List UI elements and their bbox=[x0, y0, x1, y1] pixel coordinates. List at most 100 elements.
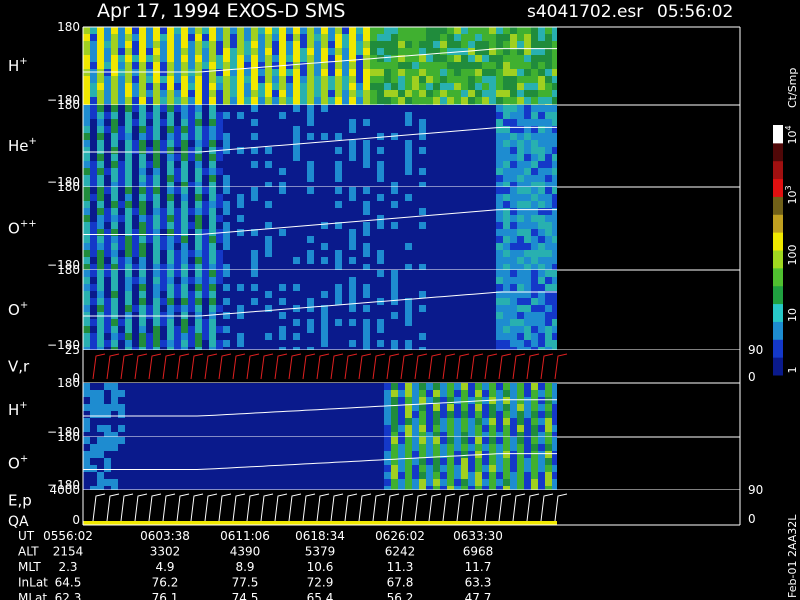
pixel bbox=[524, 222, 531, 229]
pixel bbox=[293, 425, 300, 432]
pixel bbox=[342, 270, 349, 277]
pixel bbox=[223, 97, 230, 104]
pixel bbox=[468, 215, 475, 222]
pixel bbox=[83, 119, 90, 126]
pixel bbox=[307, 76, 314, 83]
pixel bbox=[195, 147, 202, 154]
pixel bbox=[328, 479, 335, 486]
pixel bbox=[132, 201, 139, 208]
pixel bbox=[244, 48, 251, 55]
pixel bbox=[244, 347, 251, 350]
pixel bbox=[146, 404, 153, 411]
pixel bbox=[517, 486, 524, 490]
pixel bbox=[419, 284, 426, 291]
pixel bbox=[510, 472, 517, 479]
pixel bbox=[482, 112, 489, 119]
pixel bbox=[419, 147, 426, 154]
pixel bbox=[237, 236, 244, 243]
pixel bbox=[412, 264, 419, 270]
pixel bbox=[496, 319, 503, 326]
pixel bbox=[111, 147, 118, 154]
pixel bbox=[167, 472, 174, 479]
pixel bbox=[335, 451, 342, 458]
pixel bbox=[223, 305, 230, 312]
pixel bbox=[174, 175, 181, 182]
pixel bbox=[531, 425, 538, 432]
pixel bbox=[181, 236, 188, 243]
pixel bbox=[545, 175, 552, 182]
color-label: 100 bbox=[786, 245, 799, 266]
pixel bbox=[524, 97, 531, 104]
pixel bbox=[370, 201, 377, 208]
pixel bbox=[167, 48, 174, 55]
pixel bbox=[461, 90, 468, 97]
pixel bbox=[153, 451, 160, 458]
pixel bbox=[552, 140, 557, 147]
pixel bbox=[405, 126, 412, 133]
pixel bbox=[237, 41, 244, 48]
pixel bbox=[391, 187, 398, 194]
pixel bbox=[468, 465, 475, 472]
pixel bbox=[209, 404, 216, 411]
pixel bbox=[391, 472, 398, 479]
pixel bbox=[111, 404, 118, 411]
pixel bbox=[265, 222, 272, 229]
pixel bbox=[524, 298, 531, 305]
pixel bbox=[139, 229, 146, 236]
pixel bbox=[153, 444, 160, 451]
pixel bbox=[272, 194, 279, 201]
pixel bbox=[230, 347, 237, 350]
pixel bbox=[90, 390, 97, 397]
pixel bbox=[118, 236, 125, 243]
pixel bbox=[90, 201, 97, 208]
pixel bbox=[167, 76, 174, 83]
pixel bbox=[160, 62, 167, 69]
pixel bbox=[412, 319, 419, 326]
pixel bbox=[468, 458, 475, 465]
pixel bbox=[279, 175, 286, 182]
pixel bbox=[468, 444, 475, 451]
pixel bbox=[97, 194, 104, 201]
pixel bbox=[258, 451, 265, 458]
pixel bbox=[517, 147, 524, 154]
pixel bbox=[104, 140, 111, 147]
pixel bbox=[335, 112, 342, 119]
pixel bbox=[195, 119, 202, 126]
pixel bbox=[272, 404, 279, 411]
pixel bbox=[272, 284, 279, 291]
pixel bbox=[223, 397, 230, 404]
pixel bbox=[104, 418, 111, 425]
pixel bbox=[244, 97, 251, 104]
pixel bbox=[132, 83, 139, 90]
pixel bbox=[237, 208, 244, 215]
pixel bbox=[181, 182, 188, 187]
pixel bbox=[384, 319, 391, 326]
pixel bbox=[286, 133, 293, 140]
pixel bbox=[209, 140, 216, 147]
pixel bbox=[356, 444, 363, 451]
pixel bbox=[440, 326, 447, 333]
pixel bbox=[538, 154, 545, 161]
pixel bbox=[496, 194, 503, 201]
pixel bbox=[321, 34, 328, 41]
pixel bbox=[118, 444, 125, 451]
pixel bbox=[125, 140, 132, 147]
pixel bbox=[377, 105, 384, 112]
pixel bbox=[314, 105, 321, 112]
pixel bbox=[510, 486, 517, 490]
pixel bbox=[496, 48, 503, 55]
pixel bbox=[545, 27, 552, 34]
pixel bbox=[342, 312, 349, 319]
pixel bbox=[447, 194, 454, 201]
pixel bbox=[244, 437, 251, 444]
pixel bbox=[251, 215, 258, 222]
pixel bbox=[482, 175, 489, 182]
pitch-curve bbox=[83, 48, 557, 73]
pixel bbox=[146, 187, 153, 194]
pixel bbox=[118, 250, 125, 257]
pixel bbox=[531, 236, 538, 243]
pixel bbox=[223, 140, 230, 147]
pixel bbox=[461, 444, 468, 451]
pixel bbox=[174, 41, 181, 48]
pixel bbox=[433, 347, 440, 350]
